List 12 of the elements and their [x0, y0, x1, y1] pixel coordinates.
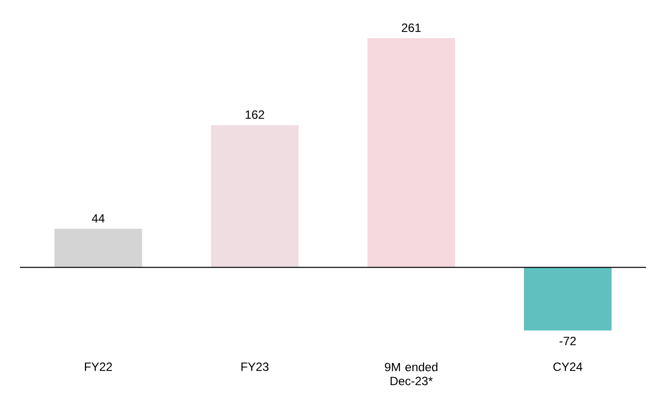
x-tick-label: FY23 [241, 362, 269, 371]
bar [524, 267, 612, 331]
data-label: 261 [402, 24, 421, 32]
bar [54, 228, 142, 268]
data-label: 162 [246, 110, 264, 119]
bar [210, 125, 299, 268]
x-tick-label: 9M ended Dec-23* [384, 362, 438, 386]
x-tick-label: CY24 [553, 362, 582, 371]
data-label: 44 [92, 214, 105, 222]
bar [367, 38, 456, 268]
x-tick-label: FY22 [84, 362, 112, 371]
data-label: -72 [560, 336, 576, 346]
